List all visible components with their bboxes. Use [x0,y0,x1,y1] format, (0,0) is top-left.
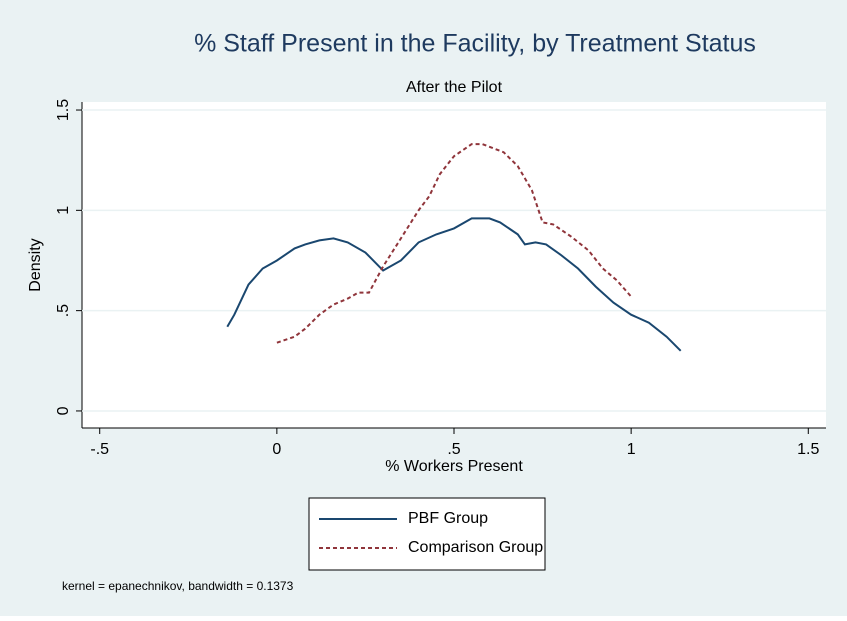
x-tick-label: -.5 [90,441,109,458]
y-tick-label: 0 [55,406,72,415]
chart-subtitle: After the Pilot [406,79,503,96]
series-line [226,217,682,352]
legend-label: Comparison Group [408,539,543,556]
x-tick-label: 0 [272,441,281,458]
y-tick-label: 1 [55,206,72,215]
legend-label: PBF Group [408,510,488,527]
x-tick-label: 1 [627,441,636,458]
series-line [276,143,632,344]
x-tick-label: 1.5 [797,441,819,458]
legend-box [308,497,546,571]
note: kernel = epanechnikov, bandwidth = 0.137… [62,579,294,593]
y-tick-label: 1.5 [55,99,72,121]
x-axis-label: % Workers Present [385,458,523,475]
y-axis-label: Density [27,238,44,291]
x-tick-label: .5 [447,441,460,458]
chart-title: % Staff Present in the Facility, by Trea… [194,30,756,58]
plot-area [82,102,826,428]
y-tick-label: .5 [55,304,72,317]
